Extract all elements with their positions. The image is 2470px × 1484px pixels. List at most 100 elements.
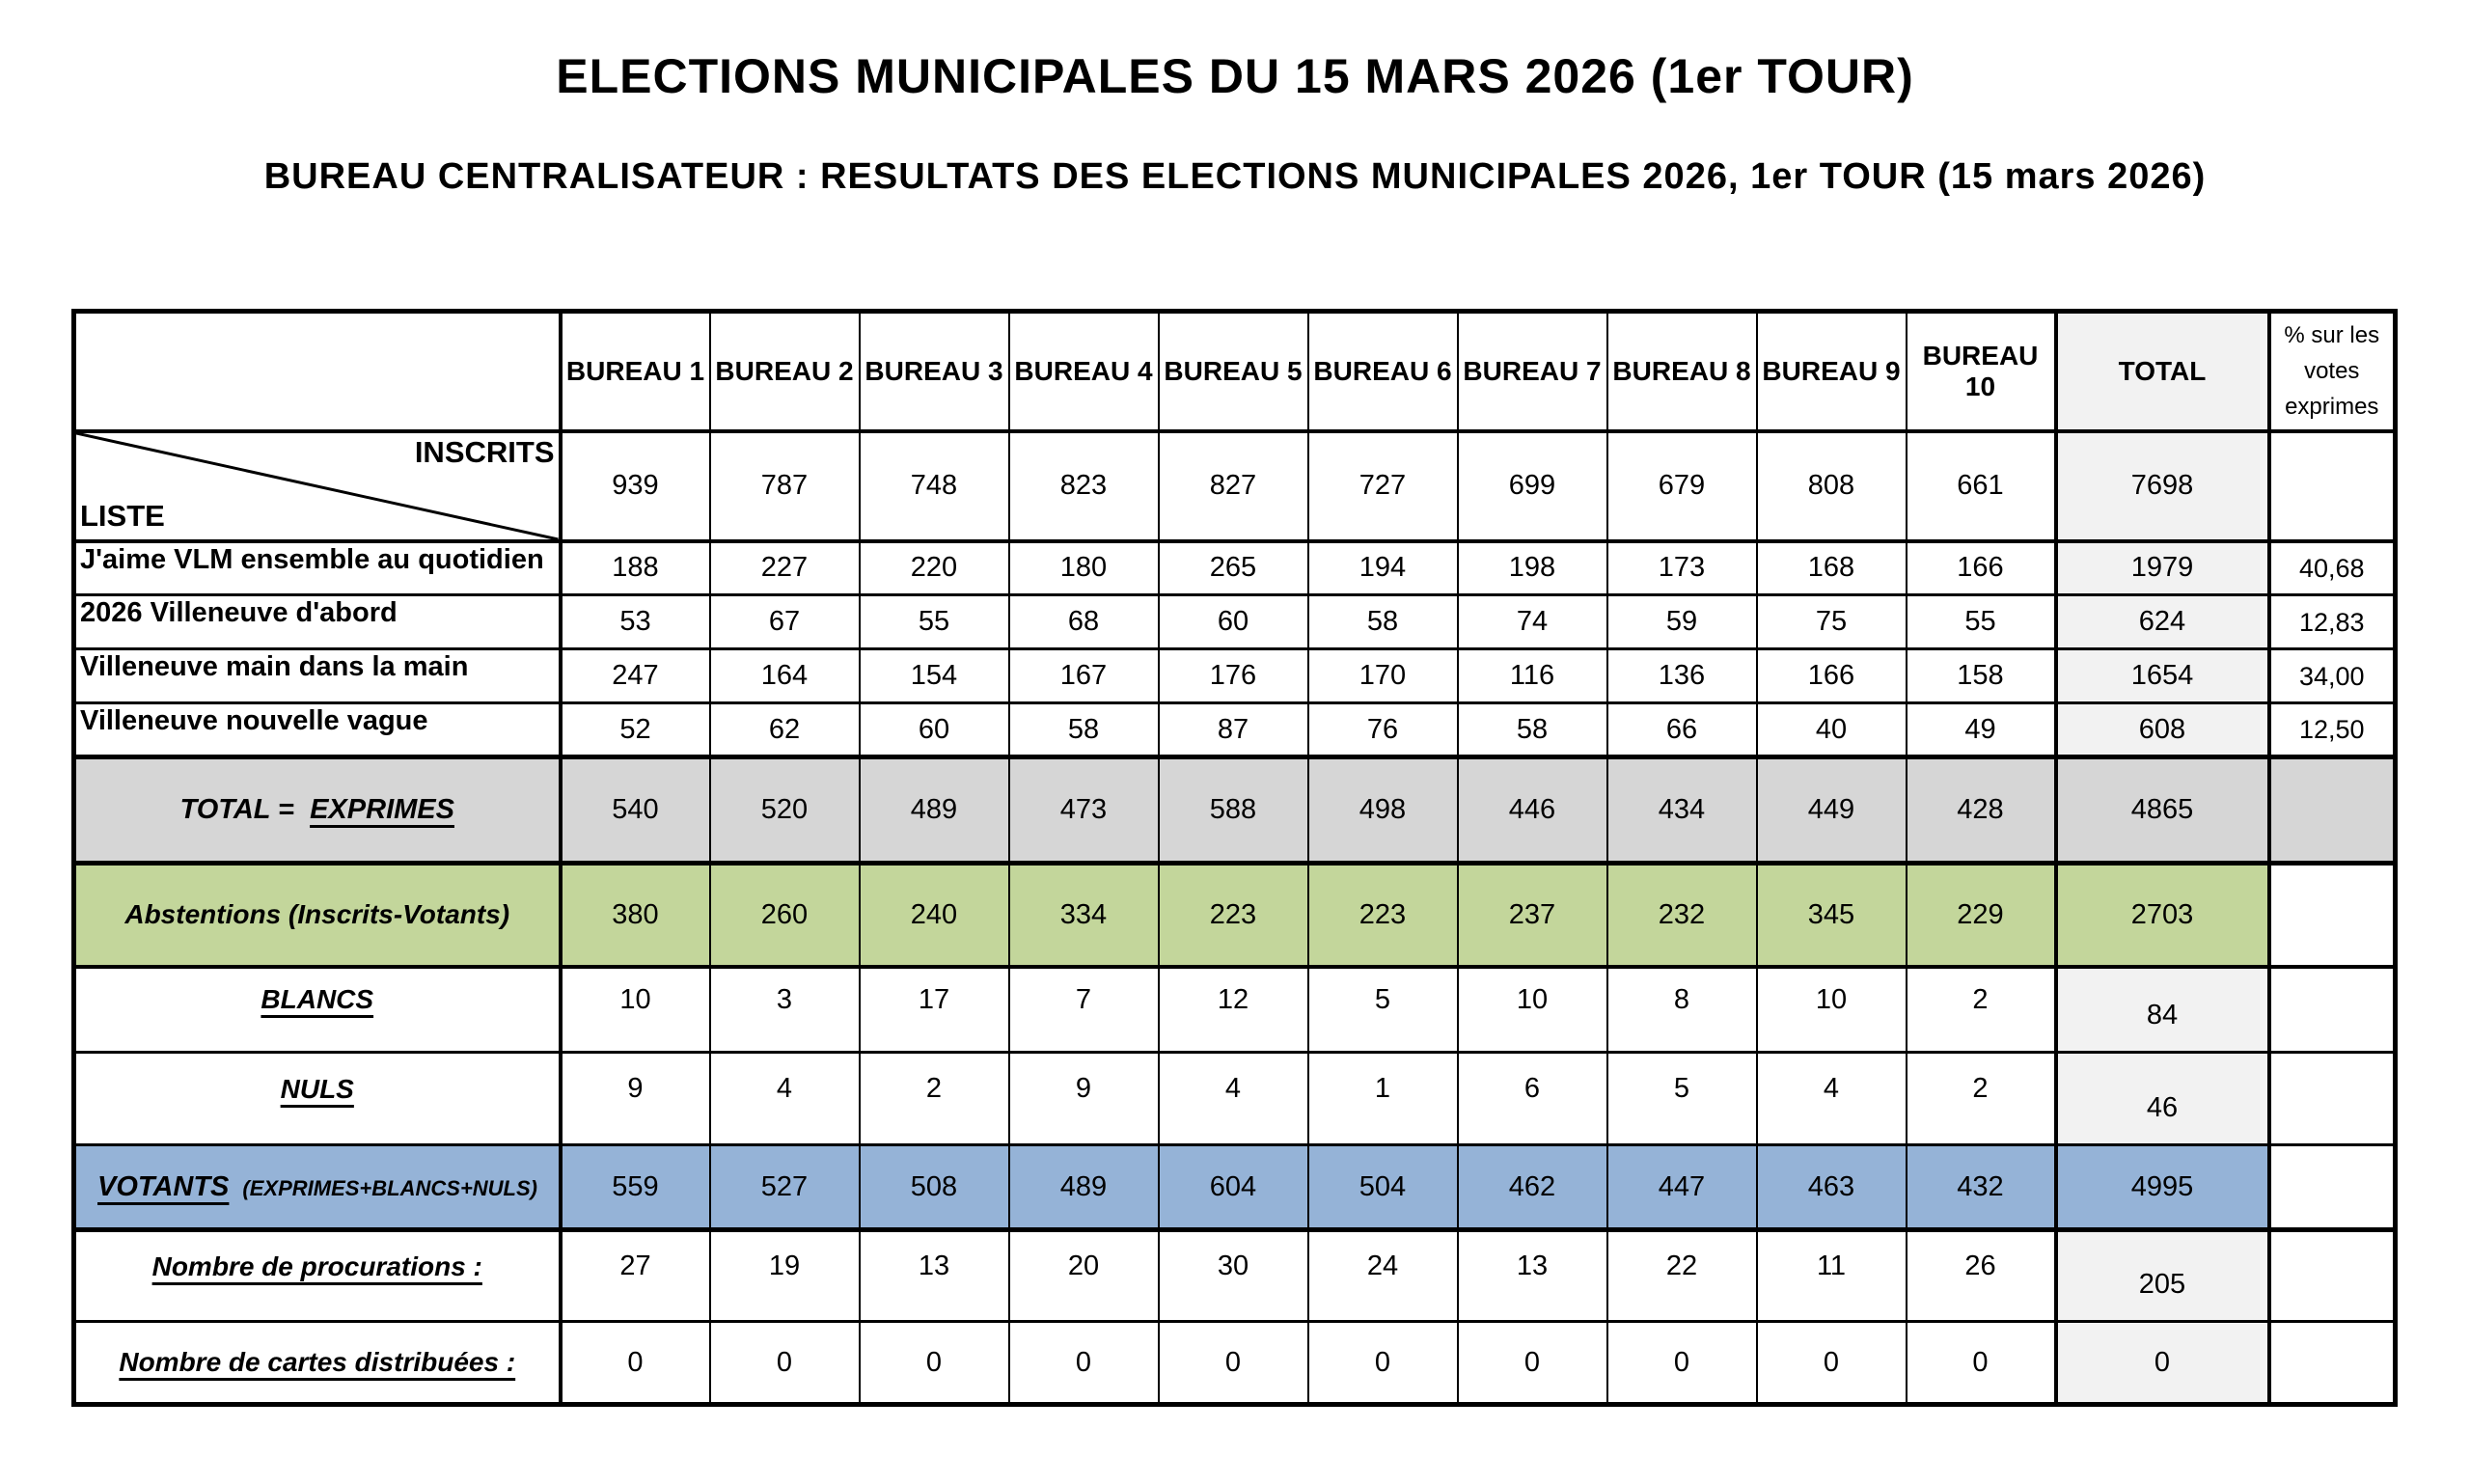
cell-lists-0-bureau-7: 198 <box>1456 539 1608 597</box>
col-header-bureau-6: BUREAU 6 <box>1306 310 1459 433</box>
table-row-procurations: Nombre de procurations : 27 19 13 20 30 24 13 2… <box>72 1228 2397 1323</box>
cell-lists-3-bureau-6: 76 <box>1306 701 1459 759</box>
cell-cartes-bureau-3: 0 <box>858 1320 1010 1406</box>
cell-lists-0-bureau-5: 265 <box>1157 539 1309 597</box>
page-subtitle: BUREAU CENTRALISATEUR : RESULTATS DES EL… <box>263 156 2207 197</box>
cell-cartes-bureau-6: 0 <box>1306 1320 1459 1406</box>
cell-votants-pct <box>2267 1143 2397 1233</box>
cell-lists-0-bureau-3: 220 <box>858 539 1010 597</box>
col-header-bureau-10: BUREAU 10 <box>1905 310 2057 433</box>
cartes-label: Nombre de cartes distribuées : <box>72 1320 563 1406</box>
cell-exprimes-bureau-8: 434 <box>1606 755 1758 866</box>
cell-abstentions-bureau-9: 345 <box>1755 862 1907 969</box>
cell-votants-bureau-2: 527 <box>708 1143 861 1233</box>
cell-exprimes-bureau-4: 473 <box>1007 755 1160 866</box>
cell-procurations-bureau-10: 26 <box>1905 1228 2057 1323</box>
cell-blancs-bureau-5: 12 <box>1157 965 1309 1054</box>
cell-procurations-bureau-3: 13 <box>858 1228 1010 1323</box>
cell-inscrits-bureau-5: 827 <box>1157 429 1309 543</box>
cell-procurations-bureau-7: 13 <box>1456 1228 1608 1323</box>
cell-procurations-bureau-9: 11 <box>1755 1228 1907 1323</box>
corner-liste-inscrits-cell: INSCRITS LISTE <box>72 429 563 543</box>
cell-exprimes-total: 4865 <box>2053 755 2271 866</box>
cell-blancs-pct <box>2267 965 2397 1054</box>
cell-votants-bureau-1: 559 <box>559 1143 711 1233</box>
cell-inscrits-total: 7698 <box>2053 429 2271 543</box>
cell-nuls-bureau-6: 1 <box>1306 1051 1459 1146</box>
cell-nuls-bureau-9: 4 <box>1755 1051 1907 1146</box>
cell-blancs-bureau-4: 7 <box>1007 965 1160 1054</box>
corner-label-liste: LISTE <box>80 498 165 533</box>
cell-lists-2-bureau-2: 164 <box>708 647 861 705</box>
cell-lists-3-total: 608 <box>2053 701 2271 759</box>
cell-inscrits-bureau-6: 727 <box>1306 429 1459 543</box>
col-header-bureau-5: BUREAU 5 <box>1157 310 1309 433</box>
table-row-nuls: NULS 9 4 2 9 4 1 6 5 4 2 46 <box>72 1051 2397 1146</box>
cell-votants-bureau-3: 508 <box>858 1143 1010 1233</box>
cell-exprimes-bureau-9: 449 <box>1755 755 1907 866</box>
table-row-votants: VOTANTS (EXPRIMES+BLANCS+NULS) 559 527 508 4… <box>72 1143 2397 1233</box>
results-table: BUREAU 1 BUREAU 2 BUREAU 3 BUREAU 4 BURE… <box>71 309 2398 1408</box>
cell-blancs-bureau-3: 17 <box>858 965 1010 1054</box>
cell-lists-1-bureau-9: 75 <box>1755 593 1907 651</box>
cell-votants-bureau-5: 604 <box>1157 1143 1309 1233</box>
cell-cartes-bureau-5: 0 <box>1157 1320 1309 1406</box>
cell-lists-3-bureau-1: 52 <box>559 701 711 759</box>
col-header-bureau-8: BUREAU 8 <box>1606 310 1758 433</box>
cell-procurations-bureau-8: 22 <box>1606 1228 1758 1323</box>
cell-nuls-bureau-4: 9 <box>1007 1051 1160 1146</box>
col-header-bureau-4: BUREAU 4 <box>1007 310 1160 433</box>
cell-lists-1-bureau-3: 55 <box>858 593 1010 651</box>
cell-lists-3-bureau-9: 40 <box>1755 701 1907 759</box>
cell-exprimes-bureau-5: 588 <box>1157 755 1309 866</box>
cell-lists-1-bureau-7: 74 <box>1456 593 1608 651</box>
cell-inscrits-bureau-8: 679 <box>1606 429 1758 543</box>
cell-procurations-total: 205 <box>2053 1228 2271 1323</box>
cell-procurations-bureau-4: 20 <box>1007 1228 1160 1323</box>
cell-exprimes-bureau-6: 498 <box>1306 755 1459 866</box>
cell-lists-2-bureau-4: 167 <box>1007 647 1160 705</box>
col-header-bureau-2: BUREAU 2 <box>708 310 861 433</box>
cell-exprimes-bureau-2: 520 <box>708 755 861 866</box>
cell-blancs-bureau-1: 10 <box>559 965 711 1054</box>
cell-lists-2-bureau-8: 136 <box>1606 647 1758 705</box>
cell-abstentions-bureau-7: 237 <box>1456 862 1608 969</box>
cell-cartes-bureau-10: 0 <box>1905 1320 2057 1406</box>
abstentions-label: Abstentions (Inscrits-Votants) <box>72 862 563 969</box>
cell-lists-1-bureau-8: 59 <box>1606 593 1758 651</box>
cell-lists-1-bureau-1: 53 <box>559 593 711 651</box>
cell-procurations-bureau-1: 27 <box>559 1228 711 1323</box>
cell-lists-1-bureau-4: 68 <box>1007 593 1160 651</box>
cell-abstentions-total: 2703 <box>2053 862 2271 969</box>
list-name-2: 2026 Villeneuve d'abord <box>72 593 563 651</box>
cell-lists-3-bureau-7: 58 <box>1456 701 1608 759</box>
procurations-label: Nombre de procurations : <box>72 1228 563 1323</box>
cell-cartes-bureau-9: 0 <box>1755 1320 1907 1406</box>
cell-cartes-bureau-8: 0 <box>1606 1320 1758 1406</box>
cell-abstentions-bureau-2: 260 <box>708 862 861 969</box>
cell-lists-3-bureau-3: 60 <box>858 701 1010 759</box>
cell-inscrits-bureau-9: 808 <box>1755 429 1907 543</box>
table-row-exprimes: TOTAL = EXPRIMES 540 520 489 473 588 498 446 43… <box>72 755 2397 866</box>
table-row-list-4: Villeneuve nouvelle vague 52 62 60 58 87 76 58… <box>72 701 2397 759</box>
cell-blancs-total: 84 <box>2053 965 2271 1054</box>
cell-nuls-pct <box>2267 1051 2397 1146</box>
col-header-pct: % sur les votes exprimes <box>2267 310 2397 433</box>
cell-lists-0-bureau-1: 188 <box>559 539 711 597</box>
col-header-total: TOTAL <box>2053 310 2271 433</box>
page-title: ELECTIONS MUNICIPALES DU 15 MARS 2026 (1… <box>556 49 1914 103</box>
list-name-1: J'aime VLM ensemble au quotidien <box>72 539 563 597</box>
col-header-bureau-3: BUREAU 3 <box>858 310 1010 433</box>
cell-inscrits-bureau-3: 748 <box>858 429 1010 543</box>
cell-inscrits-bureau-10: 661 <box>1905 429 2057 543</box>
col-header-bureau-1: BUREAU 1 <box>559 310 711 433</box>
cell-cartes-bureau-2: 0 <box>708 1320 861 1406</box>
cell-procurations-pct <box>2267 1228 2397 1323</box>
cell-blancs-bureau-2: 3 <box>708 965 861 1054</box>
cell-abstentions-pct <box>2267 862 2397 969</box>
cell-blancs-bureau-9: 10 <box>1755 965 1907 1054</box>
table-header-row: BUREAU 1 BUREAU 2 BUREAU 3 BUREAU 4 BURE… <box>72 310 2397 433</box>
cell-procurations-bureau-5: 30 <box>1157 1228 1309 1323</box>
cell-cartes-pct <box>2267 1320 2397 1406</box>
